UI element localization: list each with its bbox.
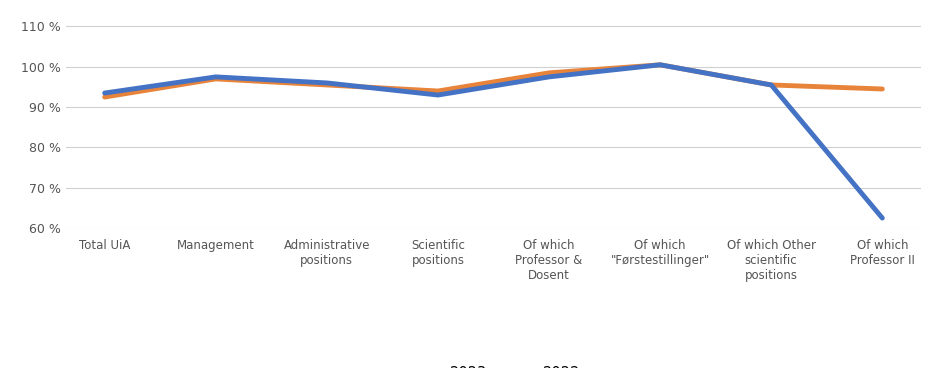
2022 (432, 93, 444, 97)
2023 (211, 77, 222, 81)
2023 (99, 95, 110, 99)
2022 (321, 81, 333, 85)
2022 (99, 91, 110, 95)
2023 (543, 71, 555, 75)
2023 (432, 89, 444, 93)
2023 (877, 87, 888, 91)
Legend: 2023, 2022: 2023, 2022 (406, 365, 581, 368)
2022 (654, 63, 666, 67)
2022 (877, 216, 888, 220)
2022 (543, 75, 555, 79)
Line: 2023: 2023 (104, 65, 883, 97)
2023 (321, 83, 333, 87)
Line: 2022: 2022 (104, 65, 883, 218)
2022 (765, 83, 776, 87)
2023 (765, 83, 776, 87)
2023 (654, 63, 666, 67)
2022 (211, 75, 222, 79)
